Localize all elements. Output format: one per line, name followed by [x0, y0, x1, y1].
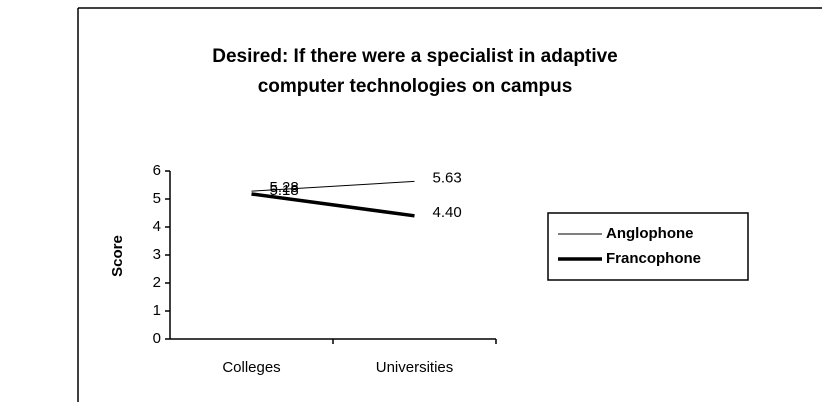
value-label: 5.63	[433, 169, 462, 186]
data-line	[251, 180, 415, 192]
data-line	[251, 192, 415, 218]
x-tick-label: Universities	[376, 359, 454, 376]
value-label: 4.40	[433, 204, 462, 221]
y-tick-label: 3	[153, 246, 161, 263]
legend-box	[547, 212, 749, 281]
y-axis-label: Score	[109, 235, 126, 277]
y-tick-label: 4	[153, 218, 161, 235]
y-tick-label: 6	[153, 162, 161, 179]
legend-label: Anglophone	[606, 225, 693, 242]
value-label: 5.18	[270, 182, 299, 199]
y-tick-label: 5	[153, 190, 161, 207]
value-label: 5.28	[270, 179, 299, 196]
chart-title: computer technologies on campus	[258, 76, 573, 97]
chart-title: Desired: If there were a specialist in a…	[212, 46, 618, 67]
y-tick-label: 0	[153, 330, 161, 347]
legend-label: Francophone	[606, 250, 701, 267]
y-tick-label: 2	[153, 274, 161, 291]
y-tick-label: 1	[153, 302, 161, 319]
x-tick-label: Colleges	[222, 359, 280, 376]
